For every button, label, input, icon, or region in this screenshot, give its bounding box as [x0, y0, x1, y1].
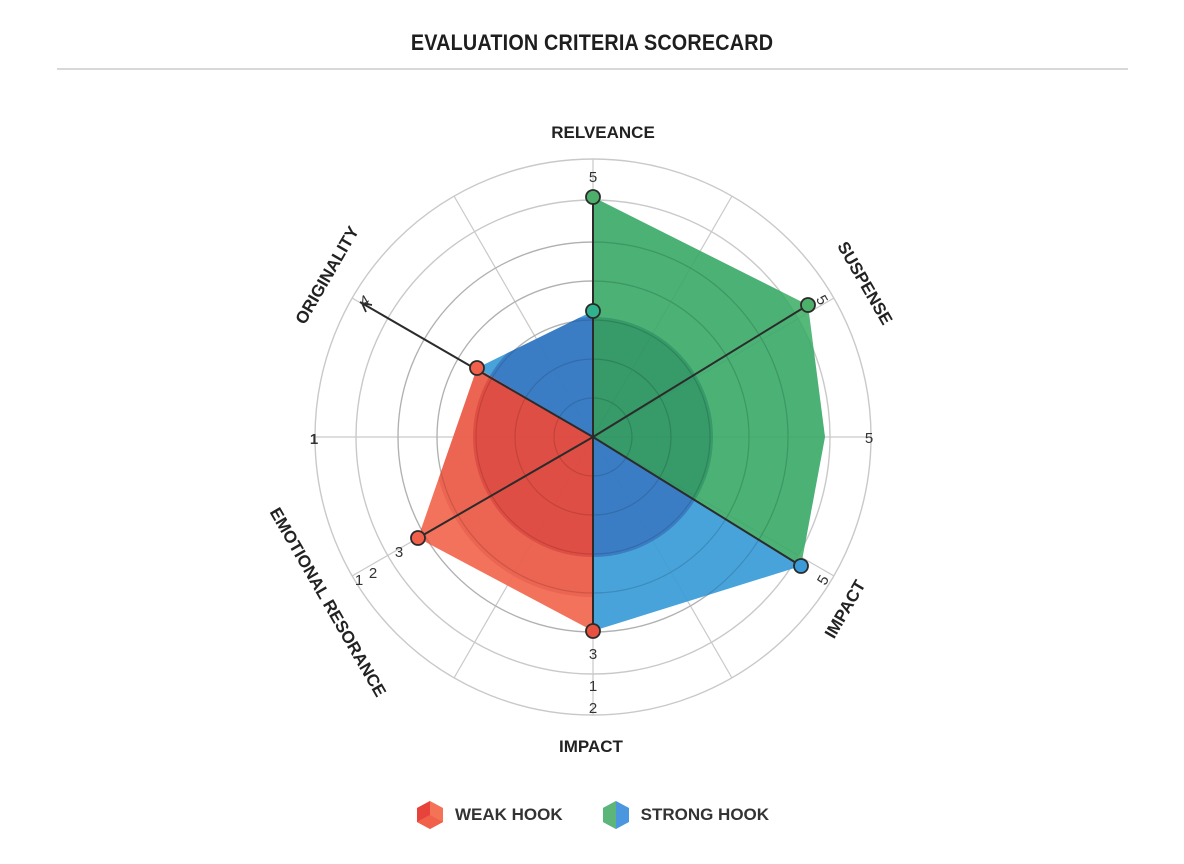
point-originality[interactable]: [469, 360, 485, 376]
legend-label-weak-hook: WEAK HOOK: [454, 805, 563, 824]
svg-text:5: 5: [589, 169, 597, 186]
point-suspense-strong[interactable]: [800, 297, 816, 313]
point-relevance-strong[interactable]: [585, 189, 601, 205]
strong-hook-green-area: [593, 197, 825, 566]
svg-text:4: 4: [357, 292, 373, 311]
svg-text:3: 3: [589, 646, 597, 663]
page-title: EVALUATION CRITERIA SCORECARD: [410, 30, 774, 55]
legend: WEAK HOOK STRONG HOOK: [0, 800, 1184, 830]
point-relevance-weak[interactable]: [585, 303, 601, 319]
title-divider: [57, 68, 1128, 70]
originality-arrowhead: [361, 302, 373, 313]
axis-label-originality: ORIGINALITY: [292, 222, 364, 327]
svg-text:5: 5: [865, 430, 873, 447]
svg-text:5: 5: [814, 572, 833, 588]
weak-hook-area: [418, 368, 593, 631]
legend-item-weak-hook[interactable]: WEAK HOOK: [415, 800, 563, 830]
point-emotional-resonance[interactable]: [410, 530, 426, 546]
axis-label-emotional-resonance: EMOTIONAL RESORANCE: [266, 504, 390, 700]
axis-label-relevance: RELVEANCE: [551, 123, 655, 142]
weak-hook-hexagon-icon: [416, 801, 443, 829]
point-impact-bottom[interactable]: [585, 623, 601, 639]
svg-text:1: 1: [589, 678, 597, 695]
svg-text:3: 3: [395, 544, 403, 561]
svg-text:2: 2: [369, 565, 377, 582]
point-impact-right-strong[interactable]: [793, 558, 809, 574]
legend-item-strong-hook[interactable]: STRONG HOOK: [601, 800, 769, 830]
data-markers: [410, 189, 816, 639]
legend-label-strong-hook: STRONG HOOK: [640, 805, 770, 824]
svg-text:2: 2: [589, 700, 597, 717]
axis-label-impact-bottom: IMPACT: [559, 737, 624, 756]
svg-text:1: 1: [310, 431, 318, 448]
svg-text:1: 1: [355, 572, 363, 589]
strong-hook-hexagon-icon: [602, 801, 629, 829]
